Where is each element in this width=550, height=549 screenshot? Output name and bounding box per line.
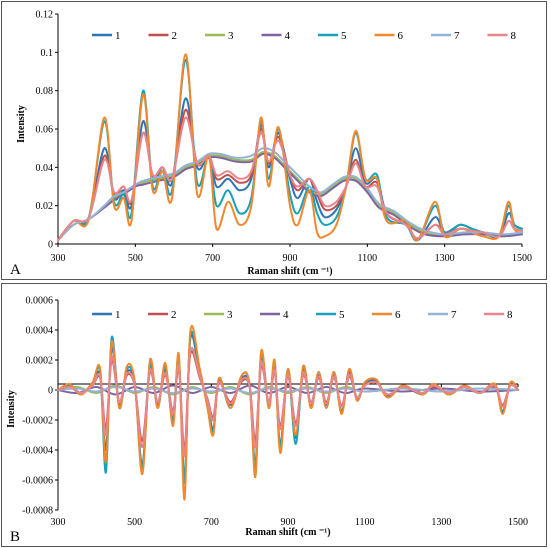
legend-label-6: 6 — [395, 309, 401, 321]
x-tick-label: 700 — [205, 253, 220, 264]
y-tick-label: 0.06 — [36, 125, 54, 136]
legend-label-3: 3 — [227, 309, 233, 321]
y-tick-label: 0.12 — [36, 10, 54, 21]
y-tick-label: 0 — [48, 386, 53, 397]
y-tick-label: 0 — [48, 240, 53, 251]
legend-label-2: 2 — [172, 30, 178, 42]
legend-label-5: 5 — [339, 309, 345, 321]
y-tick-label: 0.02 — [36, 201, 54, 212]
x-axis-label: Raman shift (cm ⁻¹) — [247, 266, 332, 277]
series-line-7 — [57, 147, 523, 242]
legend-label-1: 1 — [115, 30, 121, 42]
series-line-8 — [57, 346, 519, 458]
chart-b-svg: -0.0008 -0.0006 -0.0004 -0.0002 0 0.0002 0.000… — [6, 296, 528, 546]
legend-label-3: 3 — [228, 30, 234, 42]
series-line-6 — [57, 53, 523, 242]
legend-label-5: 5 — [341, 30, 347, 42]
panel-letter: A — [10, 262, 21, 278]
x-tick-label: 700 — [204, 517, 219, 528]
x-axis-label: Raman shift (cm ⁻¹) — [245, 527, 330, 538]
y-tick-label: 0.0006 — [26, 296, 54, 307]
x-tick-label: 1500 — [508, 517, 528, 528]
x-tick-label: 900 — [283, 253, 298, 264]
y-tick-label: -0.0006 — [22, 476, 53, 487]
series-line-8 — [57, 116, 523, 242]
x-tick-label: 1100 — [355, 517, 375, 528]
panel-letter: B — [10, 529, 20, 545]
panel-a: 0 0.02 0.04 0.06 0.08 0.1 0.12 300 500 700 900 1100… — [1, 1, 547, 280]
y-tick-label: -0.0008 — [22, 506, 53, 517]
x-tick-label: 1100 — [358, 253, 378, 264]
chart-a-svg: 0 0.02 0.04 0.06 0.08 0.1 0.12 300 500 700 900 1100… — [10, 10, 532, 279]
legend-label-4: 4 — [285, 30, 291, 42]
legend-label-6: 6 — [398, 30, 404, 42]
legend-label-2: 2 — [171, 309, 177, 321]
legend-label-7: 7 — [451, 309, 457, 321]
x-tick-label: 300 — [51, 253, 66, 264]
y-tick-label: 0.1 — [41, 48, 54, 59]
x-tick-label: 900 — [281, 517, 296, 528]
y-tick-label: 0.0002 — [26, 356, 54, 367]
x-tick-label: 1500 — [512, 253, 532, 264]
x-tick-label: 500 — [128, 253, 143, 264]
panel-b: -0.0008 -0.0006 -0.0004 -0.0002 0 0.0002 0.000… — [1, 283, 547, 547]
y-axis-label: Intensity — [16, 105, 27, 143]
legend-label-7: 7 — [454, 30, 460, 42]
x-tick-label: 1300 — [431, 517, 451, 528]
y-tick-label: 0.0004 — [26, 326, 54, 337]
x-tick-label: 300 — [51, 517, 66, 528]
legend-label-8: 8 — [507, 309, 513, 321]
series-line-4 — [57, 152, 523, 242]
x-tick-label: 500 — [127, 517, 142, 528]
series-line-5 — [57, 330, 519, 485]
series-line-6 — [57, 324, 519, 501]
y-tick-label: -0.0004 — [22, 446, 53, 457]
legend-label-8: 8 — [511, 30, 517, 42]
legend-label-1: 1 — [115, 309, 121, 321]
y-tick-label: 0.08 — [36, 86, 54, 97]
series-line-1 — [57, 334, 519, 482]
y-tick-label: -0.0002 — [22, 416, 53, 427]
y-tick-label: 0.04 — [36, 163, 54, 174]
y-axis-label: Intensity — [6, 390, 17, 428]
legend-label-4: 4 — [283, 309, 289, 321]
x-tick-label: 1300 — [435, 253, 455, 264]
